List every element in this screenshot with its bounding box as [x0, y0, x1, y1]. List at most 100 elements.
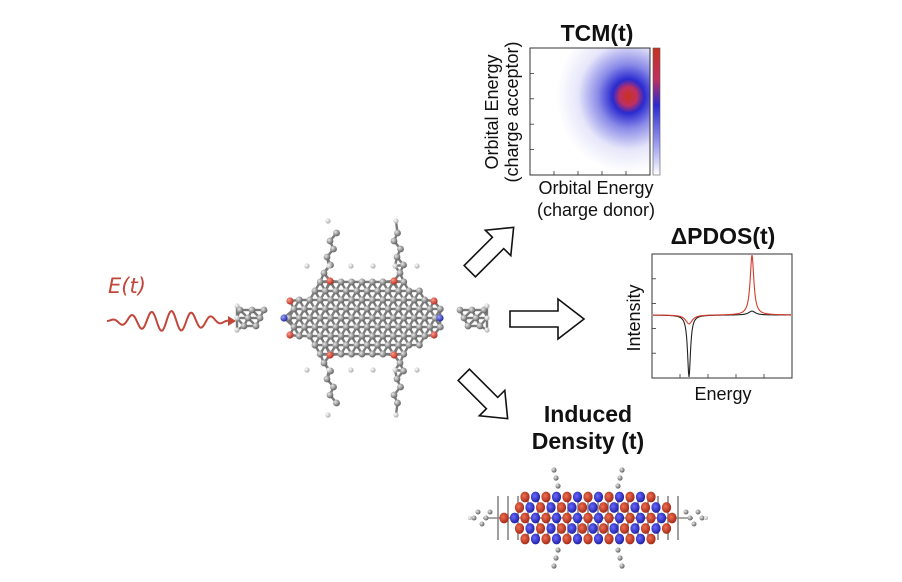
carbon-atom: [332, 305, 340, 313]
positive-lobe: [514, 523, 525, 534]
carbon-atom: [311, 287, 319, 295]
carbon-atom: [555, 547, 561, 553]
carbon-atom: [342, 341, 350, 349]
nitrogen-atom: [436, 314, 444, 322]
carbon-atom: [468, 306, 476, 314]
oxygen-atom: [286, 331, 294, 339]
negative-lobe: [635, 512, 646, 524]
carbon-atom: [619, 467, 625, 473]
hydrogen-atom: [414, 263, 420, 269]
positive-lobe: [520, 512, 530, 524]
hydrogen-atom: [348, 263, 354, 269]
carbon-atom: [337, 278, 345, 286]
negative-lobe: [609, 523, 619, 534]
carbon-atom: [683, 509, 689, 515]
carbon-atom: [479, 521, 485, 527]
carbon-atom: [379, 278, 387, 286]
carbon-atom: [353, 305, 361, 313]
carbon-atom: [394, 399, 401, 407]
negative-lobe: [525, 523, 535, 534]
negative-lobe: [630, 502, 640, 513]
positive-lobe: [619, 523, 630, 534]
carbon-atom: [394, 229, 401, 237]
negative-lobe: [567, 502, 577, 513]
wave-icon: [106, 310, 231, 332]
positive-lobe: [535, 502, 546, 513]
carbon-atom: [330, 245, 337, 253]
negative-lobe: [551, 512, 562, 524]
carbon-atom: [311, 323, 319, 331]
hydrogen-atom: [468, 516, 472, 520]
negative-lobe: [635, 491, 646, 503]
carbon-atom: [358, 296, 366, 304]
carbon-atom: [295, 332, 303, 340]
wave-arrowhead-icon: [228, 316, 236, 326]
carbon-atom: [369, 278, 376, 286]
hollow-arrow-icon: [456, 367, 509, 420]
carbon-atom: [353, 341, 361, 349]
carbon-atom: [396, 269, 404, 277]
carbon-atom: [369, 350, 376, 358]
pdos-ylabel: Intensity: [624, 284, 644, 351]
pdos-curve-red: [653, 254, 791, 325]
carbon-atom: [240, 322, 248, 330]
negative-lobe: [630, 523, 640, 534]
tcm-panel: TCM(t) Orbital Energy (charge acceptor) …: [482, 20, 661, 220]
pdos-xlabel: Energy: [694, 384, 751, 404]
hydrogen-atom: [304, 367, 310, 373]
oxygen-atom: [430, 331, 438, 339]
carbon-atom: [396, 359, 404, 367]
nitrogen-atom: [280, 314, 288, 322]
carbon-atom: [348, 278, 355, 286]
carbon-atom: [691, 521, 697, 527]
carbon-atom: [400, 350, 408, 358]
carbon-atom: [464, 322, 472, 330]
carbon-atom: [321, 305, 329, 313]
carbon-atom: [615, 483, 621, 489]
carbon-atom: [421, 314, 429, 322]
carbon-atom: [699, 515, 705, 521]
carbon-atom: [348, 332, 355, 340]
carbon-atom: [397, 383, 404, 391]
hydrogen-atom: [392, 263, 398, 269]
hydrogen-atom: [414, 367, 420, 373]
carbon-atom: [236, 306, 244, 314]
induced-density-model: [468, 467, 708, 569]
positive-lobe: [541, 512, 551, 524]
negative-lobe: [572, 491, 583, 503]
positive-lobe: [625, 533, 635, 545]
carbon-atom: [363, 341, 371, 349]
positive-lobe: [577, 523, 588, 534]
induced-density-panel: Induced Density (t): [468, 401, 708, 569]
positive-lobe: [541, 533, 551, 545]
negative-lobe: [656, 512, 667, 524]
carbon-atom: [306, 296, 314, 304]
carbon-atom: [311, 305, 319, 313]
hydrogen-atom: [393, 412, 399, 418]
carbon-atom: [337, 350, 345, 358]
carbon-atom: [358, 350, 366, 358]
oxygen-atom: [390, 351, 398, 359]
carbon-atom: [426, 323, 434, 331]
carbon-atom: [363, 287, 371, 295]
carbon-atom: [369, 314, 376, 322]
carbon-atom: [348, 350, 355, 358]
carbon-atom: [410, 332, 418, 340]
carbon-atom: [348, 296, 355, 304]
tcm-title: TCM(t): [561, 20, 634, 46]
tcm-ticks: [530, 73, 627, 175]
arrow-to-pdos: [509, 297, 586, 341]
positive-lobe: [646, 491, 656, 503]
positive-lobe: [583, 533, 593, 545]
carbon-atom: [311, 341, 319, 349]
carbon-atom: [326, 237, 334, 245]
carbon-atom: [416, 287, 423, 295]
negative-lobe: [572, 512, 583, 524]
hydrogen-atom: [325, 412, 331, 418]
carbon-atom: [363, 323, 371, 331]
tcm-xlabel-line2: (charge donor): [537, 200, 655, 220]
positive-lobe: [499, 512, 509, 524]
carbon-atom: [551, 467, 557, 473]
hydrogen-atom: [484, 327, 490, 333]
positive-lobe: [562, 491, 572, 503]
